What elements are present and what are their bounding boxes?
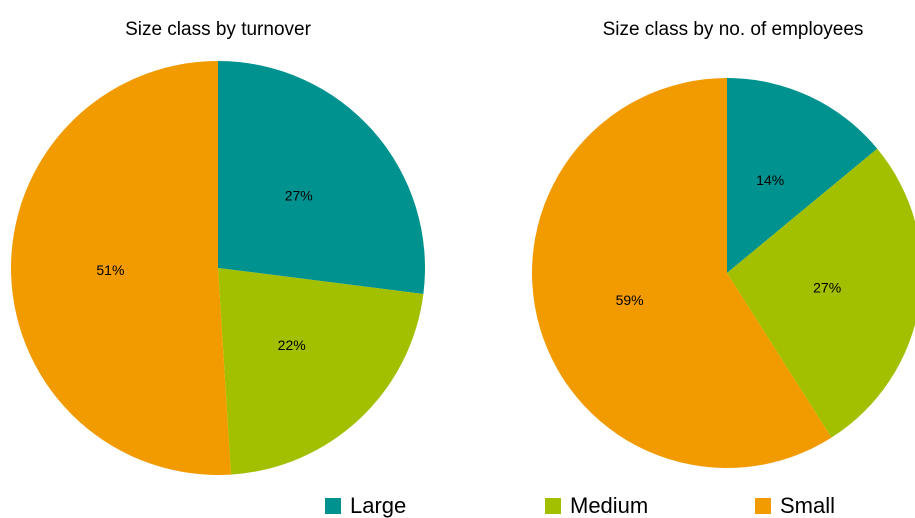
legend-label: Small: [780, 493, 835, 518]
chart-title: Size class by no. of employees: [603, 19, 864, 40]
data-label: 27%: [813, 280, 841, 296]
pie-slice: [218, 268, 424, 475]
data-label: 22%: [278, 337, 306, 353]
pie-slice: [532, 78, 832, 468]
pie-slice: [10, 61, 231, 475]
chart-title: Size class by turnover: [125, 19, 312, 40]
data-label: 59%: [616, 292, 644, 308]
pie-slice: [218, 61, 425, 294]
data-label: 27%: [285, 188, 313, 204]
pie-slice: [727, 78, 878, 273]
pie-slice: [727, 148, 915, 438]
legend-swatch: [545, 498, 561, 514]
data-label: 14%: [756, 172, 784, 188]
legend-label: Medium: [570, 493, 648, 518]
legend-swatch: [325, 498, 341, 514]
legend-swatch: [755, 498, 771, 514]
data-label: 51%: [96, 262, 124, 278]
legend-label: Large: [350, 493, 406, 518]
